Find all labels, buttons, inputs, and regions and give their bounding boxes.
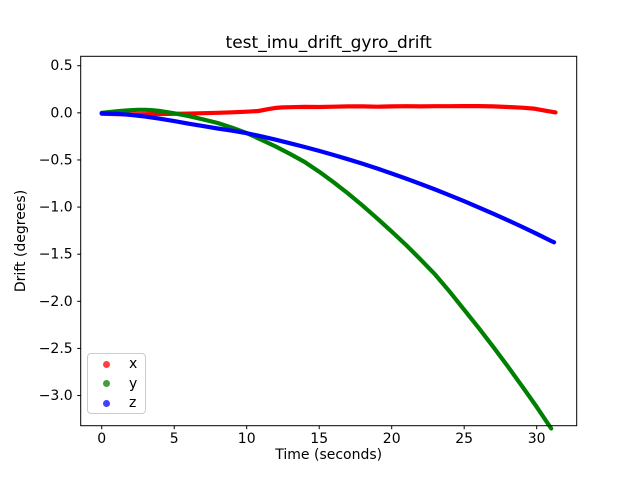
legend-label-y: y <box>129 375 138 392</box>
x-tick-label: 30 <box>528 431 546 447</box>
y-series-marker-icon <box>103 380 110 387</box>
legend-box: x y z <box>87 353 146 414</box>
x-series-marker-icon <box>103 360 110 368</box>
series-line-z <box>99 111 557 245</box>
series-line-y <box>99 107 554 431</box>
y-tick-label: −3.0 <box>39 388 73 404</box>
y-tick-label: −2.5 <box>39 341 73 357</box>
x-tick-label: 20 <box>383 431 401 447</box>
x-tick-label: 10 <box>238 431 256 447</box>
x-axis-label: Time (seconds) <box>274 447 382 463</box>
y-tick-label: 0.0 <box>50 105 72 121</box>
y-tick-label: −1.0 <box>39 200 73 216</box>
x-tick-label: 15 <box>310 431 328 447</box>
y-axis-label: Drift (degrees) <box>13 190 29 292</box>
chart-title: test_imu_drift_gyro_drift <box>226 33 433 53</box>
x-axis-ticks: 0 5 10 15 20 25 30 <box>97 425 546 447</box>
legend-label-x: x <box>129 356 138 372</box>
legend-entry-z: z <box>103 394 145 413</box>
x-tick-label: 5 <box>170 431 179 447</box>
legend-entry-y: y <box>103 374 145 393</box>
legend-entry-x: x <box>103 355 145 374</box>
x-tick-label: 0 <box>97 431 106 447</box>
legend-label-z: z <box>129 395 137 411</box>
z-series-marker-icon <box>103 399 110 407</box>
y-tick-label: 0.5 <box>50 58 72 74</box>
plot-frame <box>80 55 578 427</box>
y-axis-ticks: 0.5 0.0 −0.5 −1.0 −1.5 −2.0 −2.5 −3.0 <box>39 58 81 404</box>
y-tick-label: −0.5 <box>39 152 73 168</box>
y-tick-label: −2.0 <box>39 294 73 310</box>
x-tick-label: 25 <box>455 431 473 447</box>
y-tick-label: −1.5 <box>39 247 73 263</box>
plot-series <box>99 103 558 431</box>
